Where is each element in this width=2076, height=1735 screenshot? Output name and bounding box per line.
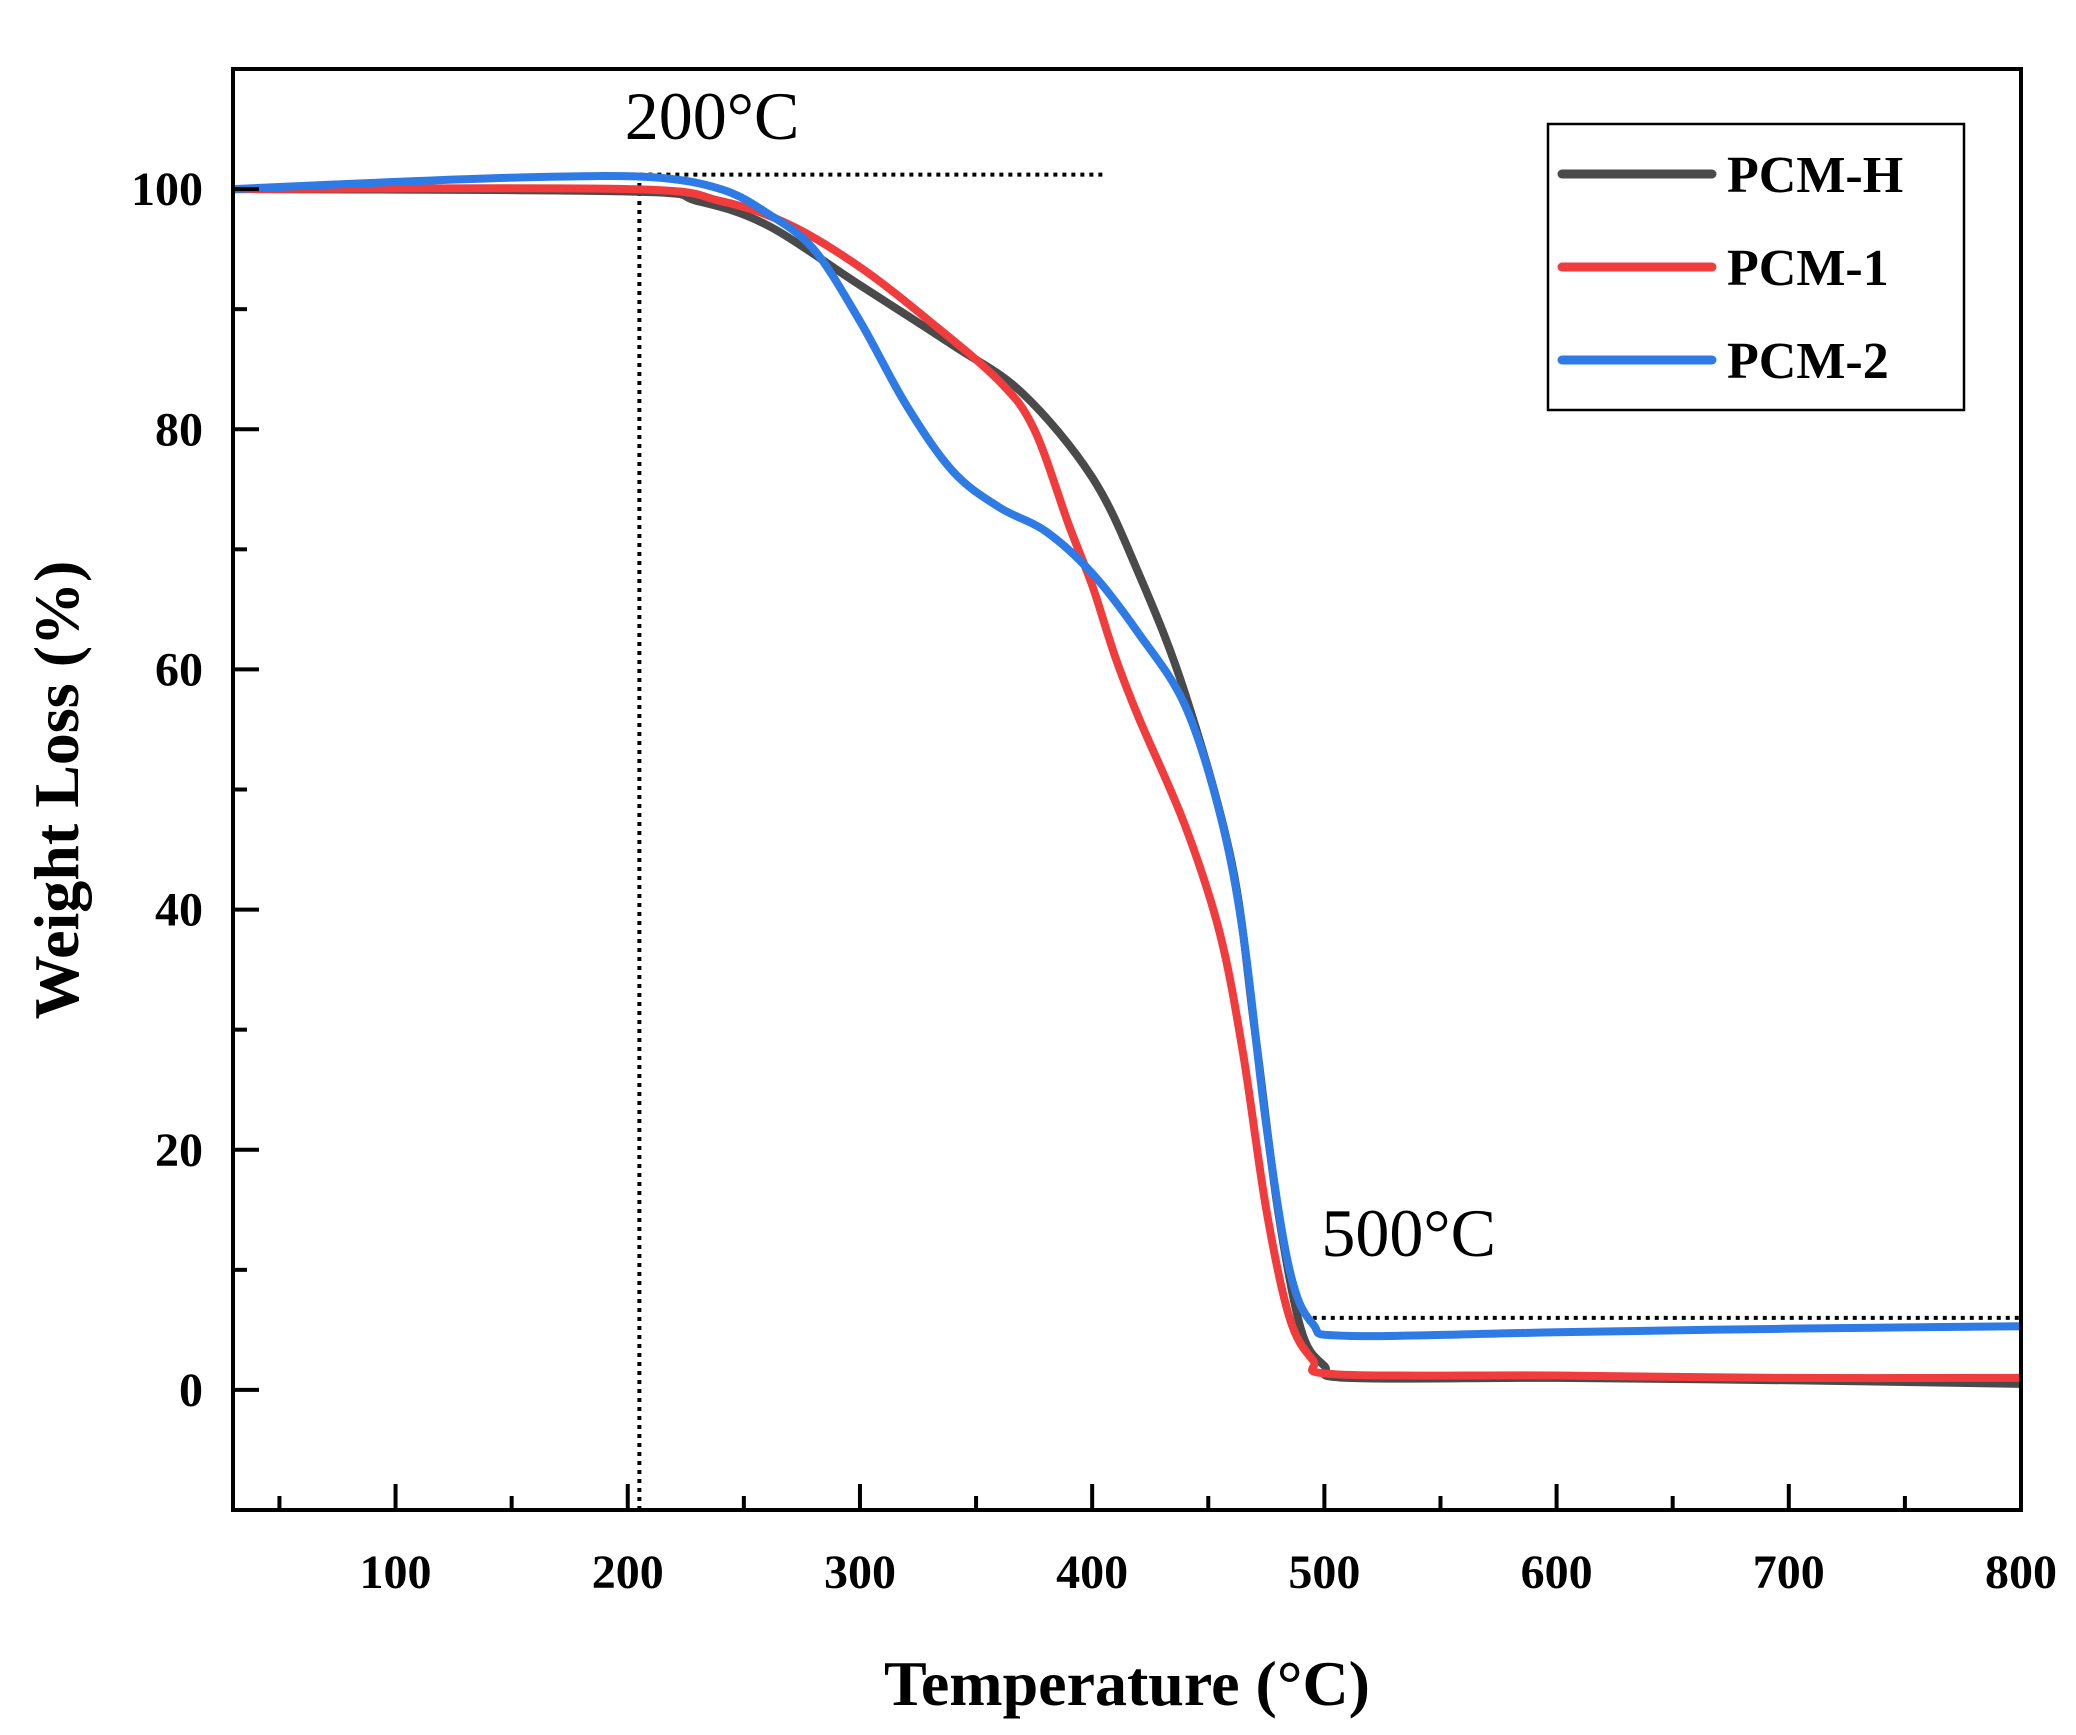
x-tick-label: 500 xyxy=(1288,1546,1360,1599)
y-tick-label: 40 xyxy=(155,884,203,937)
legend-label: PCM-H xyxy=(1727,147,1903,204)
y-tick-label: 20 xyxy=(155,1124,203,1177)
annotation-label: 200°C xyxy=(625,78,800,154)
annotations: 200°C 500°C xyxy=(625,78,1496,1271)
x-tick-label: 100 xyxy=(360,1546,432,1599)
reference-lines xyxy=(637,172,2021,1510)
series-line-PCM-2 xyxy=(232,171,2022,1341)
x-tick-label: 600 xyxy=(1521,1546,1593,1599)
x-tick-label: 200 xyxy=(592,1546,664,1599)
y-tick-label: 100 xyxy=(131,163,203,216)
x-tick-label: 700 xyxy=(1753,1546,1825,1599)
legend-label: PCM-1 xyxy=(1727,240,1889,297)
x-tick-label: 400 xyxy=(1056,1546,1128,1599)
y-tick-label: 80 xyxy=(155,403,203,456)
legend-label: PCM-2 xyxy=(1727,333,1889,390)
y-axis-title: Weight Loss (%) xyxy=(21,561,92,1020)
annotation-label: 500°C xyxy=(1321,1195,1496,1271)
legend: PCM-H PCM-1 PCM-2 xyxy=(1546,122,1966,412)
y-tick-label: 0 xyxy=(179,1364,203,1417)
x-tick-label: 300 xyxy=(824,1546,896,1599)
x-axis-title: Temperature (°C) xyxy=(884,1648,1370,1719)
series-lines xyxy=(232,171,2022,1388)
axis-ticks: 100 200 300 400 500 600 700 800 0 20 40 60 80 100 xyxy=(131,163,2057,1599)
x-tick-label: 800 xyxy=(1985,1546,2057,1599)
y-tick-label: 60 xyxy=(155,643,203,696)
